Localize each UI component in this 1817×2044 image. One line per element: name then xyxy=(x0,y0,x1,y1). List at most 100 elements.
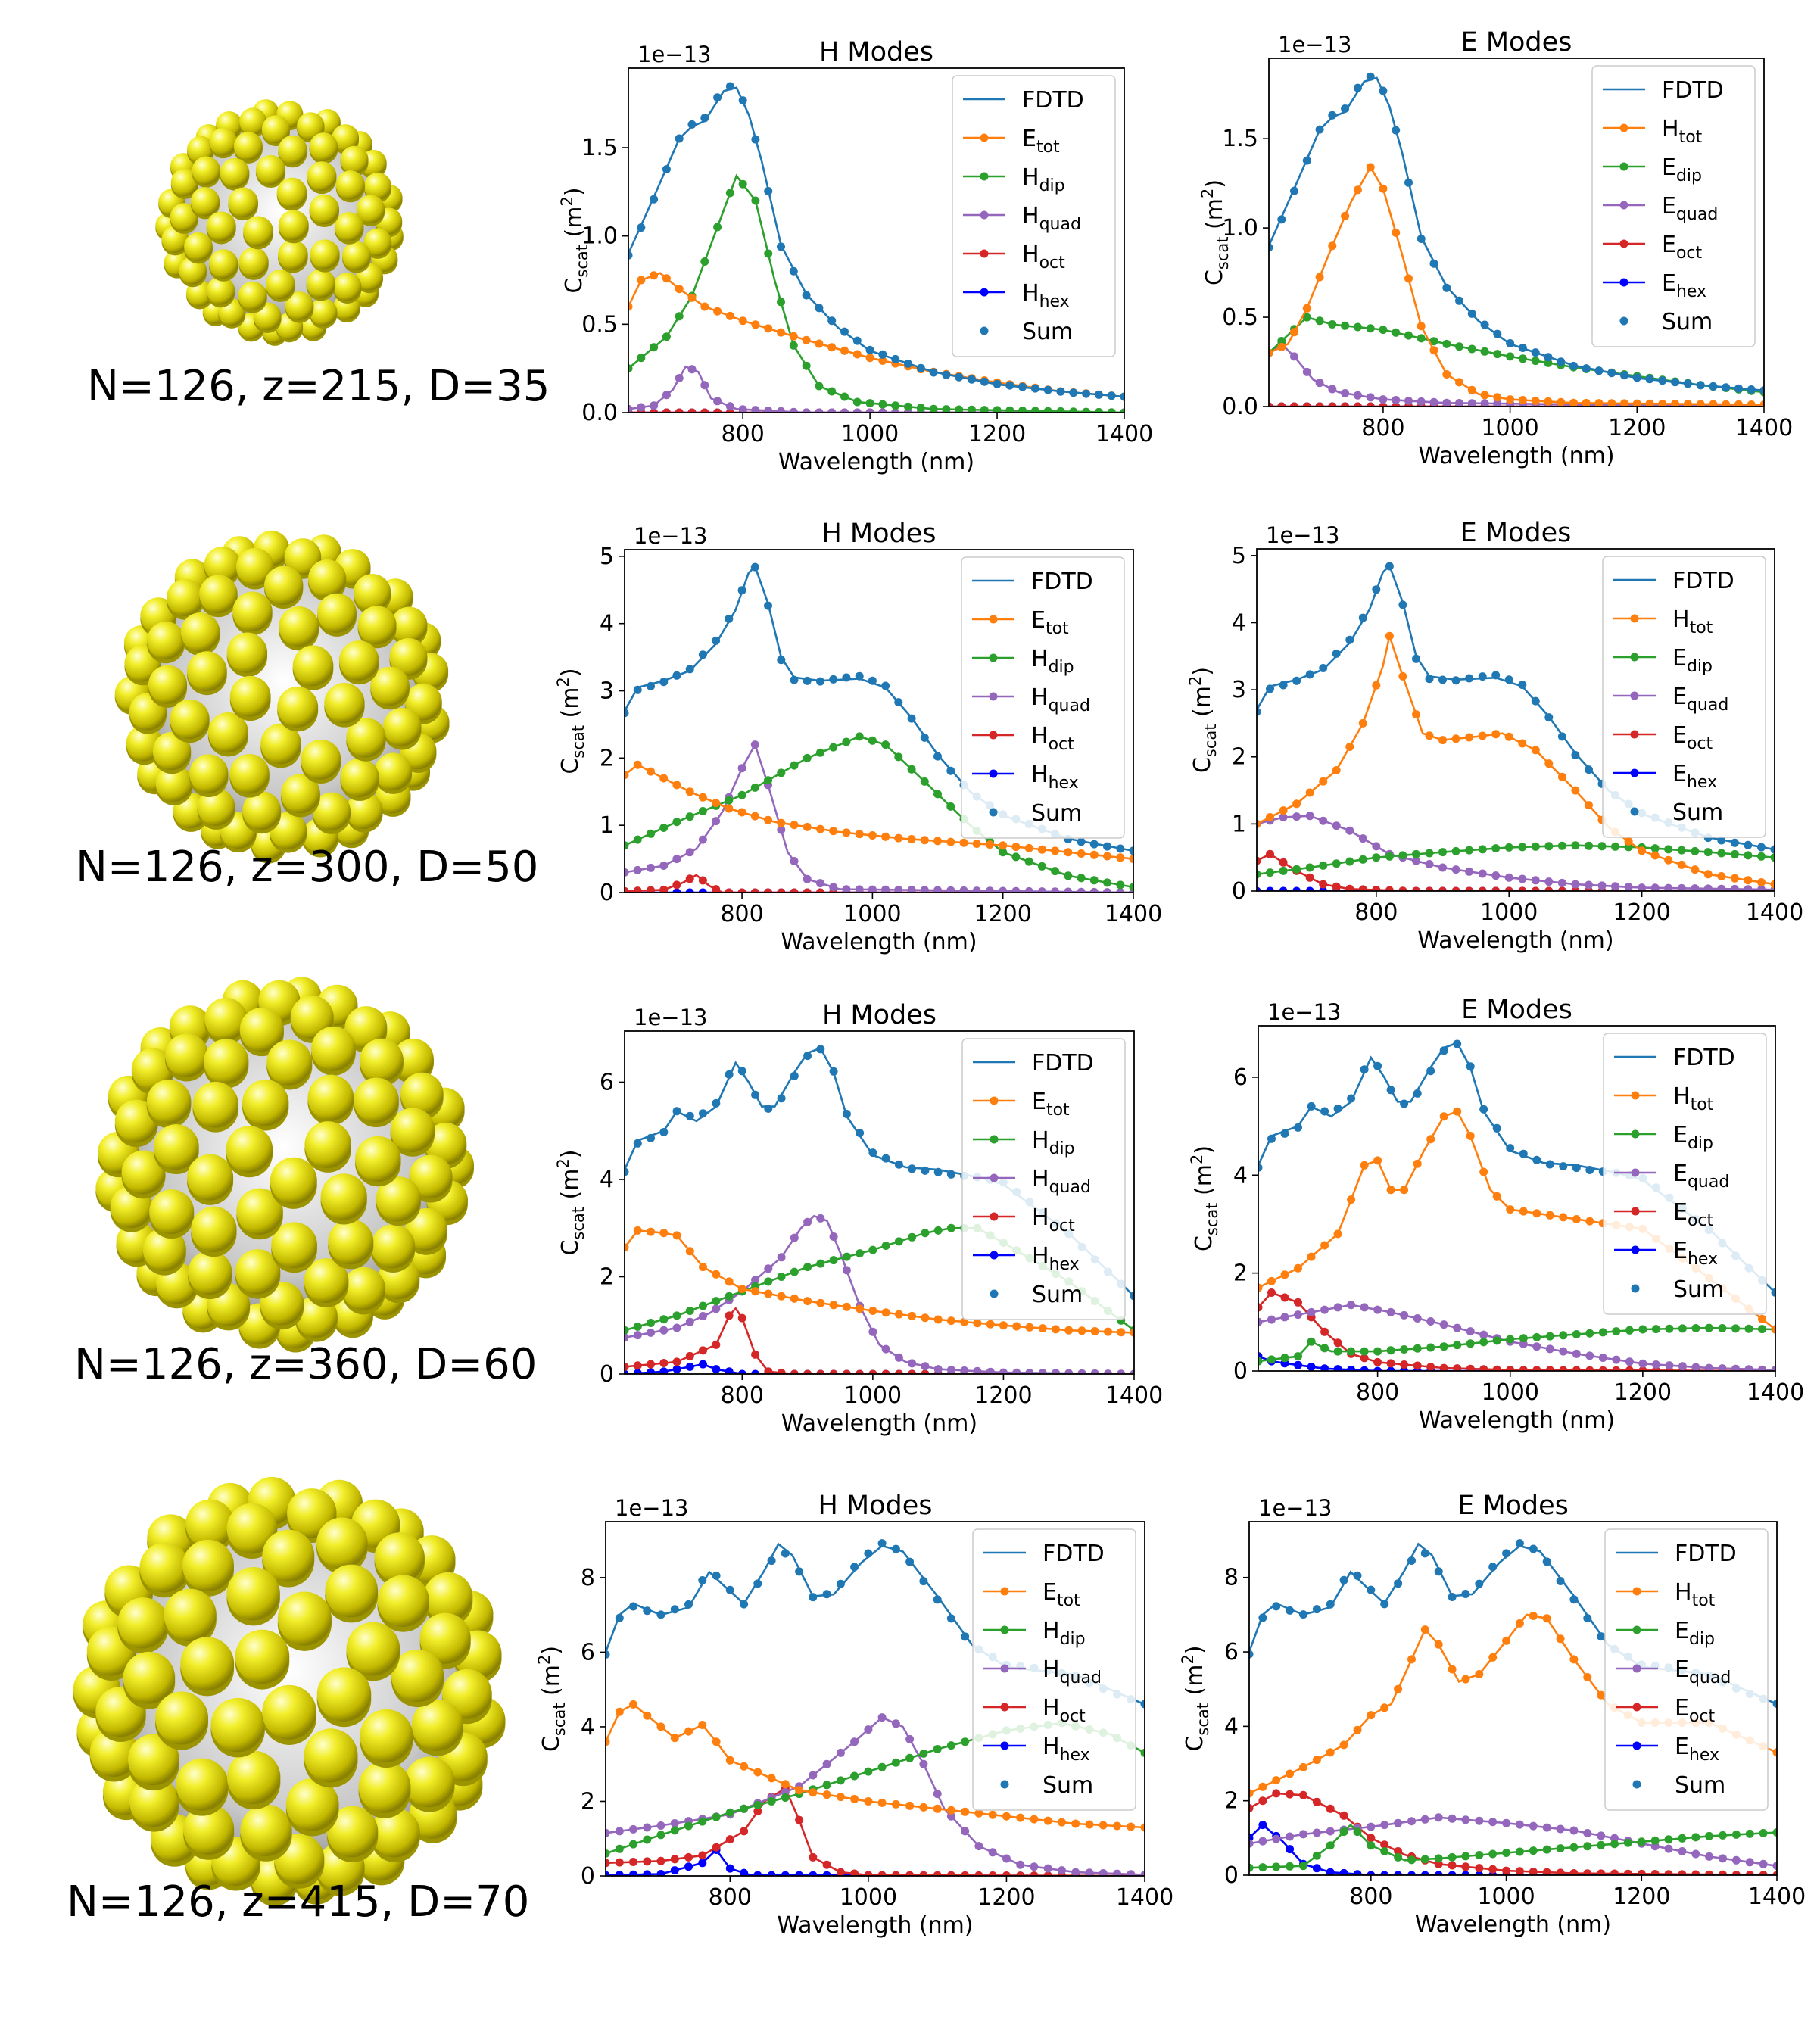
data-point xyxy=(929,404,938,413)
data-point xyxy=(1385,886,1394,891)
data-point xyxy=(1286,1769,1295,1778)
data-point xyxy=(1611,882,1619,891)
data-point xyxy=(1345,857,1354,866)
legend-entry-htot: Htot xyxy=(1614,1083,1714,1114)
data-point xyxy=(842,1252,851,1261)
data-point xyxy=(1404,178,1413,187)
data-point xyxy=(1064,887,1073,893)
data-point xyxy=(606,1737,610,1746)
nanosphere xyxy=(360,1709,413,1762)
data-point xyxy=(1451,865,1460,874)
data-point xyxy=(842,1110,851,1118)
data-point xyxy=(829,675,838,684)
y-tick-label: 0 xyxy=(600,880,614,906)
legend-label: Hhex xyxy=(1031,762,1079,793)
data-point xyxy=(1064,1326,1074,1335)
data-point xyxy=(1012,1368,1021,1374)
data-point xyxy=(1089,876,1099,885)
data-point xyxy=(1140,1871,1145,1876)
legend-label: Ehex xyxy=(1673,1238,1718,1269)
data-point xyxy=(687,120,697,129)
axes-frame xyxy=(1256,548,1775,892)
data-point xyxy=(1492,1192,1501,1201)
data-point xyxy=(777,1368,786,1374)
data-point xyxy=(1082,407,1091,413)
data-point xyxy=(1758,1325,1766,1334)
legend-entry-etot: Etot xyxy=(983,1579,1080,1610)
data-point xyxy=(789,341,798,350)
data-point xyxy=(919,1871,928,1876)
data-point xyxy=(1294,1360,1302,1369)
data-point xyxy=(1747,400,1756,407)
data-point xyxy=(1417,397,1426,406)
legend-label: FDTD xyxy=(1673,1045,1735,1071)
data-point xyxy=(1358,834,1367,843)
data-point xyxy=(829,883,838,892)
data-point xyxy=(894,885,903,893)
legend-marker xyxy=(1631,1129,1640,1139)
nanosphere xyxy=(360,1038,404,1083)
data-point xyxy=(1332,649,1341,658)
data-point xyxy=(725,82,734,91)
data-point xyxy=(1671,400,1680,407)
data-point xyxy=(1544,877,1554,886)
nanosphere xyxy=(316,593,357,633)
legend-entry-equad: Equad xyxy=(1614,1161,1729,1192)
legend-label: Equad xyxy=(1675,1656,1731,1687)
data-point xyxy=(1058,1818,1066,1827)
legend-entry-equad: Equad xyxy=(1616,1656,1731,1687)
data-point xyxy=(1665,1324,1674,1333)
data-point xyxy=(1571,751,1580,759)
data-point xyxy=(1116,888,1125,893)
data-point xyxy=(1379,86,1388,95)
data-point xyxy=(1305,788,1314,797)
data-point xyxy=(1367,1834,1376,1843)
data-point xyxy=(1438,848,1447,857)
data-point xyxy=(974,1809,983,1818)
data-point xyxy=(1305,670,1314,679)
data-point xyxy=(764,187,773,195)
data-point xyxy=(685,665,694,674)
y-axis-label: Cscat (m2) xyxy=(535,1646,569,1752)
nanosphere xyxy=(404,683,442,721)
data-point xyxy=(1583,1869,1592,1875)
data-point xyxy=(751,320,760,329)
nanosphere xyxy=(192,1081,239,1128)
data-point xyxy=(1572,1330,1581,1338)
data-point xyxy=(1461,1590,1470,1598)
data-point xyxy=(790,1071,799,1080)
data-point xyxy=(1413,1361,1422,1370)
data-point xyxy=(809,1852,818,1862)
data-point xyxy=(795,1567,804,1576)
data-point xyxy=(633,1226,642,1235)
data-point xyxy=(1545,1211,1554,1220)
data-point xyxy=(1107,391,1116,400)
data-point xyxy=(633,685,642,694)
data-point xyxy=(1569,361,1578,370)
data-point xyxy=(1394,1818,1403,1827)
data-point xyxy=(672,1357,681,1366)
data-point xyxy=(1691,865,1700,874)
nanosphere xyxy=(187,136,214,164)
data-point xyxy=(1607,369,1616,378)
data-point xyxy=(1453,1341,1462,1350)
legend-label: FDTD xyxy=(1672,568,1734,594)
data-point xyxy=(1478,672,1487,681)
data-point xyxy=(1583,1829,1592,1837)
data-point xyxy=(1328,241,1337,251)
data-point xyxy=(842,1266,851,1275)
y-tick-label: 0 xyxy=(1233,1358,1248,1385)
data-point xyxy=(1319,816,1328,825)
nanosphere xyxy=(285,291,314,320)
data-point xyxy=(1612,1327,1621,1336)
data-point xyxy=(868,1245,877,1254)
data-point xyxy=(656,1856,665,1865)
data-point xyxy=(942,405,951,413)
legend-label: Eoct xyxy=(1673,1199,1714,1230)
axes-frame xyxy=(1268,58,1765,407)
data-point xyxy=(633,1139,642,1148)
legend-entry-fdtd: FDTD xyxy=(1614,1045,1735,1071)
series-equad xyxy=(1249,1813,1777,1871)
data-point xyxy=(1320,1241,1329,1250)
data-point xyxy=(1717,872,1726,880)
